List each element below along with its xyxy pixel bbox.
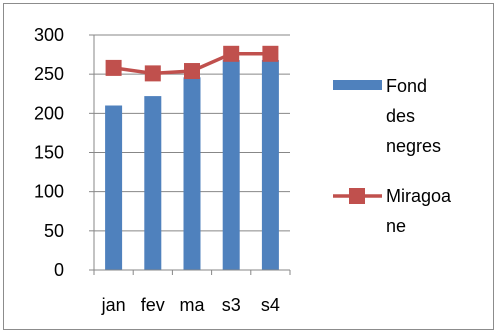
bar-jan: [105, 105, 123, 270]
bar-ma: [183, 77, 201, 270]
x-tick-label: s4: [261, 295, 280, 315]
bar-s3: [222, 60, 240, 270]
y-tick-label: 150: [34, 143, 64, 163]
bar-s4: [261, 60, 279, 270]
y-tick-label: 300: [34, 25, 64, 45]
legend-label-line: des: [386, 106, 415, 126]
x-tick-label: jan: [101, 295, 126, 315]
y-tick-label: 200: [34, 103, 64, 123]
y-tick-label: 100: [34, 182, 64, 202]
legend-label-line: Fond: [386, 76, 427, 96]
line-marker-s4: [262, 45, 279, 62]
line-marker-ma: [184, 63, 200, 80]
legend-label-line: negres: [386, 136, 441, 156]
line-marker-s3: [223, 45, 240, 62]
x-tick-label: s3: [222, 295, 241, 315]
y-tick-label: 0: [54, 260, 64, 280]
legend-swatch-marker: [349, 188, 365, 204]
y-tick-label: 50: [44, 221, 64, 241]
y-tick-label: 250: [34, 64, 64, 84]
line-marker-fev: [144, 65, 161, 82]
legend-label-line: Miragoa: [386, 186, 452, 206]
x-tick-label: ma: [179, 295, 205, 315]
line-marker-jan: [105, 59, 122, 76]
chart-frame: [3, 3, 494, 330]
legend-label-line: ne: [386, 216, 406, 236]
x-tick-label: fev: [141, 295, 165, 315]
legend-swatch-bar: [333, 80, 382, 90]
bar-fev: [144, 96, 162, 270]
